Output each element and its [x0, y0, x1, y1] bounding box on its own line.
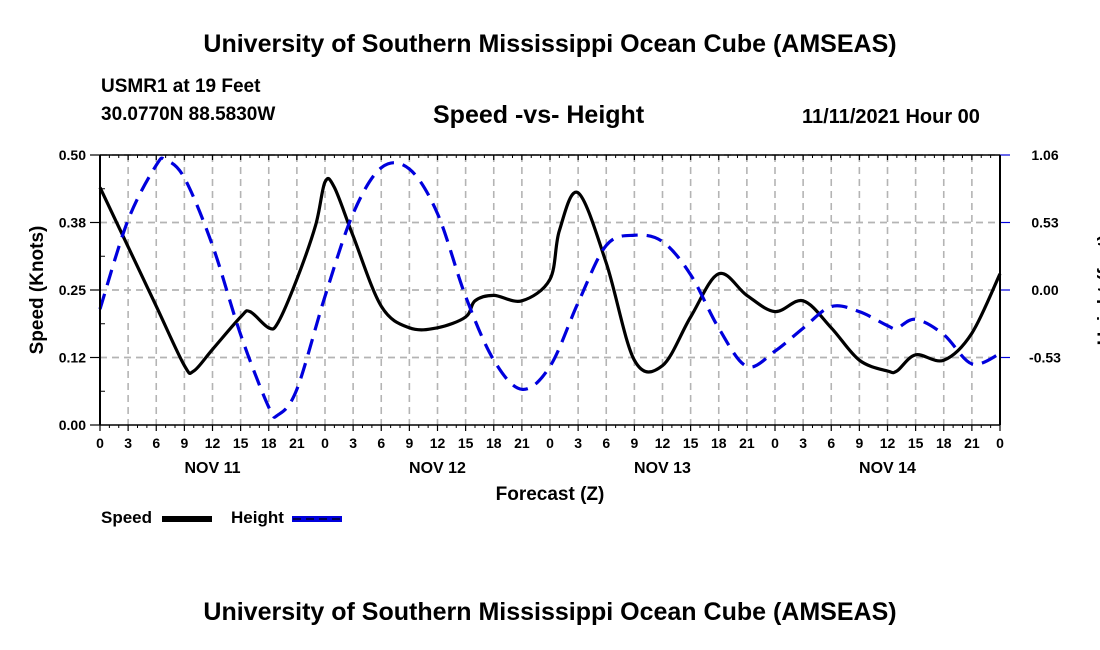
x-tick-label: 15: [233, 435, 249, 451]
coordinates-label: 30.0770N 88.5830W: [101, 104, 276, 125]
x-tick-label: 3: [124, 435, 132, 451]
x-tick-label: 0: [96, 435, 104, 451]
chart-title: Speed -vs- Height: [433, 101, 645, 129]
y-tick-label: 0.50: [59, 147, 86, 163]
y-axis-label: Speed (Knots): [27, 226, 48, 355]
x-tick-label: 0: [996, 435, 1004, 451]
axes-layer: 0 3 6 9 12 15 18 21 0 3 6 9 12 15 18 21 0 3 6 9 12 15 18 21 0 3 6 9…: [59, 147, 1061, 477]
legend-label-speed: Speed: [101, 508, 153, 527]
legend-item-height: Height: [231, 508, 284, 528]
x-tick-label: 18: [261, 435, 277, 451]
x-tick-label: 15: [458, 435, 474, 451]
x-tick-label: 9: [405, 435, 413, 451]
x-tick-label: 3: [349, 435, 357, 451]
y-tick-label: 0.38: [59, 215, 86, 231]
y-tick-label: 0.25: [59, 282, 86, 298]
x-tick-label: 0: [771, 435, 779, 451]
x-tick-label: 15: [683, 435, 699, 451]
x-tick-label: 12: [880, 435, 896, 451]
day-label: NOV 12: [409, 460, 466, 477]
footer-title: University of Southern Mississippi Ocean…: [203, 598, 897, 626]
x-tick-label: 21: [964, 435, 980, 451]
series-layer: [98, 156, 1002, 419]
main-title: University of Southern Mississippi Ocean…: [203, 30, 897, 58]
x-tick-label: 6: [152, 435, 160, 451]
x-tick-label: 6: [602, 435, 610, 451]
x-tick-label: 9: [180, 435, 188, 451]
legend-item-speed: Speed: [101, 508, 152, 528]
x-tick-label: 0: [321, 435, 329, 451]
y2-tick-label: 0.53: [1031, 215, 1058, 231]
day-label: NOV 14: [859, 460, 916, 477]
y2-tick-label: 0.00: [1031, 282, 1058, 298]
y-tick-label: 0.12: [59, 350, 86, 366]
x-tick-label: 18: [486, 435, 502, 451]
day-label: NOV 13: [634, 460, 691, 477]
x-tick-label: 12: [430, 435, 446, 451]
x-tick-label: 6: [377, 435, 385, 451]
x-tick-label: 6: [827, 435, 835, 451]
y2-tick-label: -0.53: [1029, 350, 1061, 366]
series-line-speed: [98, 176, 1002, 375]
x-tick-label: 15: [908, 435, 924, 451]
legend-swatch-speed: [162, 516, 212, 522]
legend-swatch-height: [292, 516, 342, 522]
legend-label-height: Height: [231, 508, 284, 527]
x-axis-label: Forecast (Z): [496, 484, 605, 505]
x-tick-label: 9: [630, 435, 638, 451]
x-tick-label: 12: [655, 435, 671, 451]
x-tick-label: 12: [205, 435, 221, 451]
x-tick-label: 0: [546, 435, 554, 451]
x-tick-label: 18: [711, 435, 727, 451]
y-tick-label: 0.00: [59, 417, 86, 433]
forecast-datetime: 11/11/2021 Hour 00: [802, 106, 980, 128]
x-tick-label: 21: [514, 435, 530, 451]
y2-axis-label: Height (feet): [1095, 235, 1100, 346]
x-tick-label: 18: [936, 435, 952, 451]
y2-tick-label: 1.06: [1031, 147, 1058, 163]
x-tick-label: 3: [799, 435, 807, 451]
day-label: NOV 11: [184, 460, 240, 477]
station-label: USMR1 at 19 Feet: [101, 76, 261, 97]
x-tick-label: 3: [574, 435, 582, 451]
x-tick-label: 21: [739, 435, 755, 451]
x-tick-label: 21: [289, 435, 305, 451]
series-line-height: [98, 156, 1001, 419]
x-tick-label: 9: [855, 435, 863, 451]
